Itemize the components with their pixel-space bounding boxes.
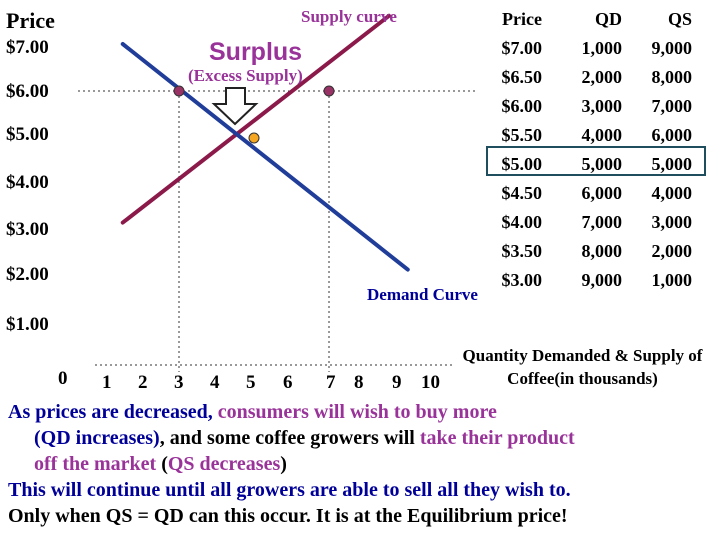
note-line-3: off the market (QS decreases) — [34, 453, 287, 476]
note-highlight: consumers will wish to buy more — [217, 401, 497, 423]
table-cell: $6.50 — [501, 67, 543, 87]
table-cell: $5.00 — [501, 154, 543, 174]
x-tick-label: 7 — [326, 372, 336, 393]
y-axis-title: Price — [6, 8, 55, 33]
table-cell: $6.00 — [501, 96, 543, 116]
table-cell: 1,000 — [651, 270, 693, 290]
x-tick-label: 2 — [138, 372, 148, 393]
table-cell: 4,000 — [651, 183, 693, 203]
table-cell: 7,000 — [581, 212, 623, 232]
price-column: Price $7.00 $6.50 $6.00 $5.50 $5.00 $4.5… — [478, 5, 543, 295]
table-cell: 3,000 — [581, 96, 623, 116]
note-highlight: QS decreases — [167, 453, 281, 475]
y-tick-label: $3.00 — [6, 219, 49, 240]
table-cell: 6,000 — [581, 183, 623, 203]
table-cell: 8,000 — [651, 67, 693, 87]
table-cell: 9,000 — [581, 270, 623, 290]
table-cell: 2,000 — [581, 67, 623, 87]
table-cell: 5,000 — [651, 154, 693, 174]
table-header: Price — [502, 9, 542, 29]
excess-supply-label: (Excess Supply) — [188, 66, 303, 85]
surplus-point — [173, 85, 185, 97]
table-cell: 8,000 — [581, 241, 623, 261]
qd-column: QD 1,000 2,000 3,000 4,000 5,000 6,000 7… — [560, 5, 623, 295]
table-cell: 3,000 — [651, 212, 693, 232]
note-text: , and some coffee growers will — [159, 427, 420, 449]
table-cell: $5.50 — [501, 125, 543, 145]
x-tick-label: 10 — [421, 372, 440, 393]
table-cell: $3.00 — [501, 270, 543, 290]
table-cell: 4,000 — [581, 125, 623, 145]
table-header: QS — [667, 9, 692, 29]
table-cell: 1,000 — [581, 38, 623, 58]
note-highlight: off the market — [34, 453, 157, 475]
x-tick-label: 9 — [392, 372, 402, 393]
table-cell: 5,000 — [581, 154, 623, 174]
y-tick-label: $6.00 — [6, 81, 49, 102]
arrow-down-icon — [211, 87, 259, 126]
x-tick-label: 1 — [102, 372, 112, 393]
note-line-1: As prices are decreased, consumers will … — [8, 401, 497, 424]
demand-curve-line — [120, 42, 410, 272]
table-header: QD — [595, 9, 622, 29]
note-text: ( — [156, 453, 168, 475]
x-tick-label: 5 — [246, 372, 256, 393]
table-cell: 6,000 — [651, 125, 693, 145]
table-cell: 7,000 — [651, 96, 693, 116]
table-cell: $4.00 — [501, 212, 543, 232]
equilibrium-point — [248, 132, 260, 144]
surplus-point — [323, 85, 335, 97]
x-tick-label: 4 — [210, 372, 220, 393]
table-cell: $4.50 — [501, 183, 543, 203]
note-text: ) — [280, 453, 287, 475]
table-cell: $7.00 — [501, 38, 543, 58]
y-tick-label: 0 — [58, 368, 68, 389]
note-line-2: (QD increases), and some coffee growers … — [34, 427, 575, 450]
qs-column: QS 9,000 8,000 7,000 6,000 5,000 4,000 3… — [630, 5, 693, 295]
note-text: (QD increases) — [34, 427, 160, 449]
note-highlight: take their product — [419, 427, 575, 449]
x-tick-label: 8 — [354, 372, 364, 393]
x-axis-title: Quantity Demanded & Supply of Coffee(in … — [462, 346, 703, 388]
x-tick-label: 3 — [174, 372, 184, 393]
y-tick-label: $1.00 — [6, 314, 49, 335]
note-text: As prices are decreased, — [8, 401, 218, 423]
note-line-4: This will continue until all growers are… — [8, 479, 571, 501]
note-line-5: Only when QS = QD can this occur. It is … — [8, 505, 568, 527]
table-cell: 9,000 — [651, 38, 693, 58]
supply-curve-line — [120, 13, 391, 225]
equilibrium-row-highlight — [486, 146, 706, 176]
table-cell: $3.50 — [501, 241, 543, 261]
y-tick-label: $7.00 — [6, 37, 49, 58]
demand-curve-label: Demand Curve — [367, 285, 478, 304]
y-tick-label: $4.00 — [6, 172, 49, 193]
table-cell: 2,000 — [651, 241, 693, 261]
supply-curve-label: Supply curve — [301, 7, 397, 26]
x-tick-label: 6 — [283, 372, 293, 393]
surplus-label: Surplus — [209, 38, 303, 66]
y-tick-label: $2.00 — [6, 264, 49, 285]
y-tick-label: $5.00 — [6, 124, 49, 145]
